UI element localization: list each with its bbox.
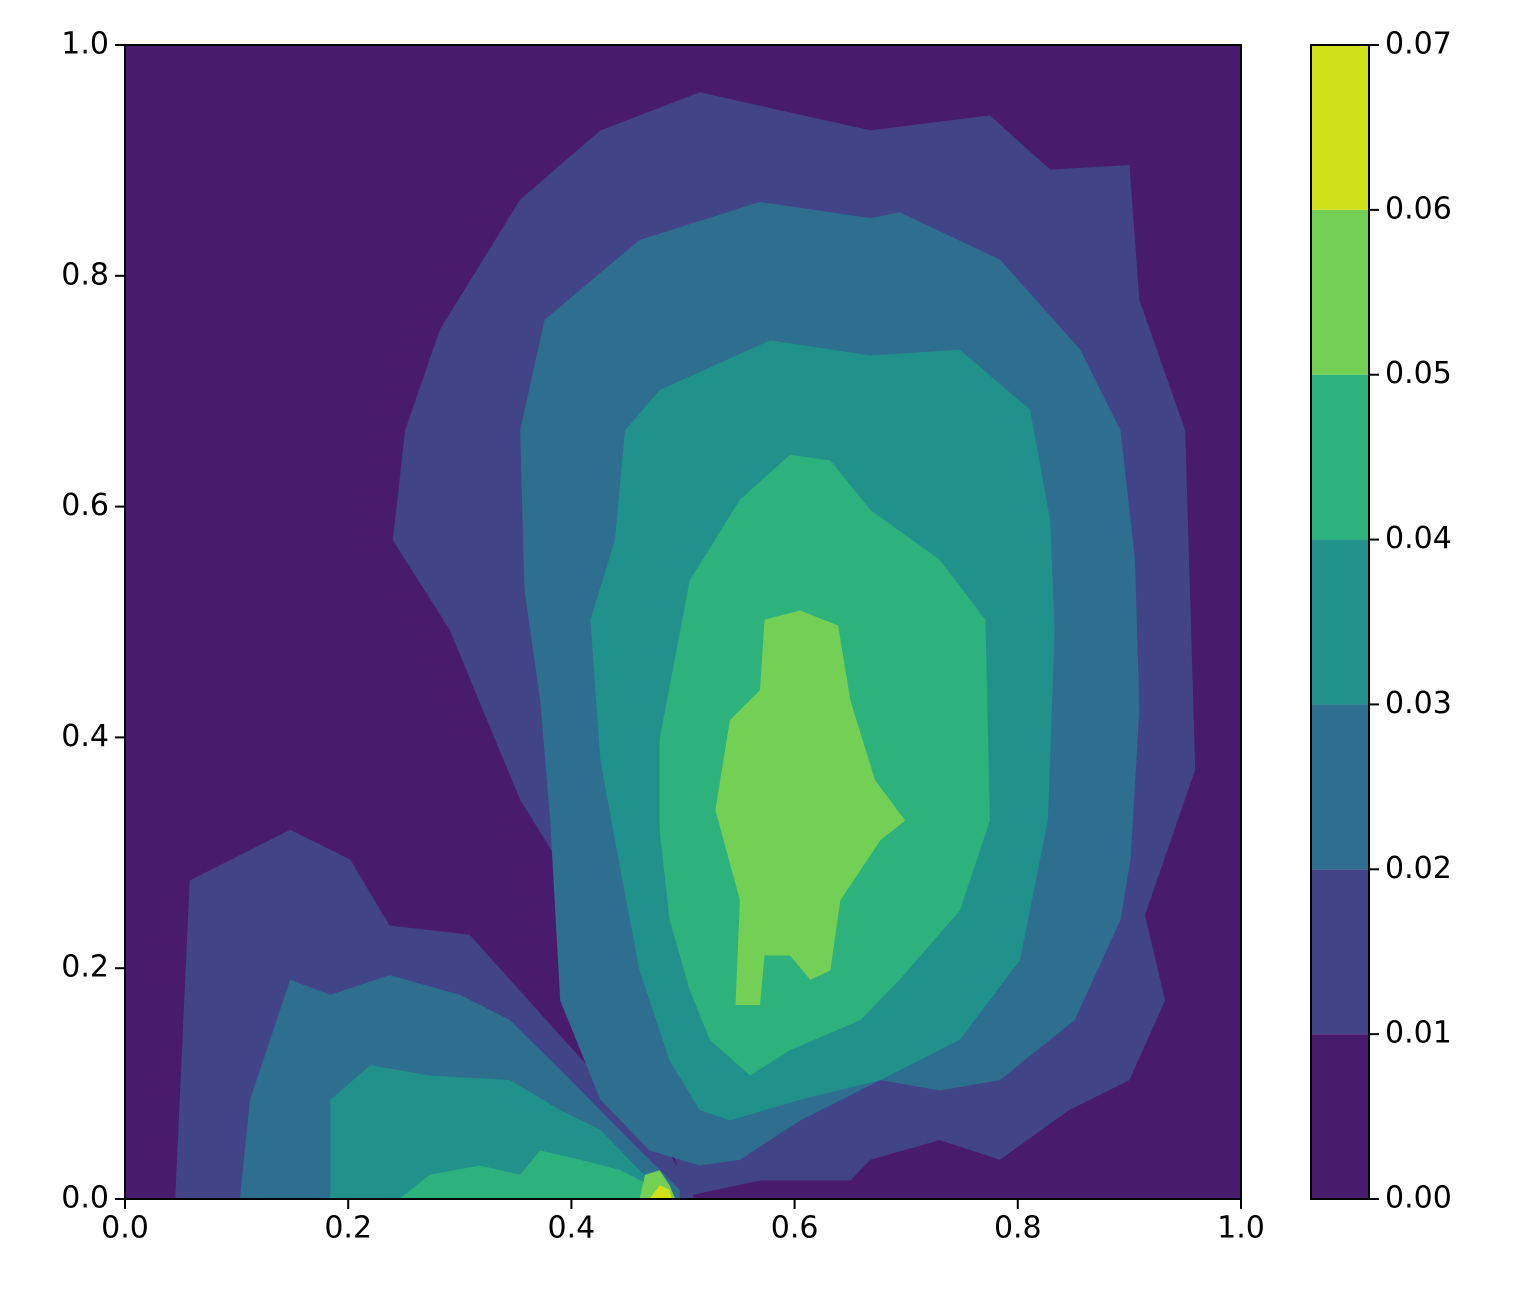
x-tick-label: 0.6	[771, 1211, 819, 1246]
contour-region	[399, 1150, 670, 1199]
colorbar-tick-label: 0.01	[1385, 1016, 1452, 1051]
colorbar-band	[1311, 45, 1369, 210]
colorbar-tick-label: 0.06	[1385, 191, 1452, 226]
colorbar-band	[1311, 209, 1369, 375]
x-tick-label: 1.0	[1217, 1211, 1265, 1246]
colorbar-band	[1311, 869, 1369, 1035]
contour-region	[715, 610, 906, 1006]
colorbar-band	[1311, 1034, 1369, 1199]
colorbar-frame	[1310, 44, 1370, 1200]
x-tick-label: 0.2	[324, 1211, 372, 1246]
x-tick-label: 0.0	[101, 1211, 149, 1246]
y-tick-label: 0.8	[61, 257, 109, 292]
colorbar-band	[1311, 704, 1369, 870]
y-tick-label: 0.6	[61, 488, 109, 523]
colorbar-tick-label: 0.02	[1385, 851, 1452, 886]
y-tick-label: 0.2	[61, 950, 109, 985]
contour-region	[649, 1185, 672, 1199]
colorbar-band	[1311, 539, 1369, 705]
colorbar-band	[1311, 374, 1369, 540]
colorbar-tick-label: 0.07	[1385, 27, 1452, 62]
y-tick-label: 0.0	[61, 1181, 109, 1216]
colorbar-tick-label: 0.00	[1385, 1181, 1452, 1216]
plot-frame	[124, 44, 1242, 1200]
colorbar-tick-label: 0.04	[1385, 521, 1452, 556]
x-tick-label: 0.4	[548, 1211, 596, 1246]
y-tick-label: 1.0	[61, 27, 109, 62]
y-tick-label: 0.4	[61, 719, 109, 754]
x-tick-label: 0.8	[994, 1211, 1042, 1246]
colorbar-tick-label: 0.05	[1385, 356, 1452, 391]
colorbar-tick-label: 0.03	[1385, 686, 1452, 721]
